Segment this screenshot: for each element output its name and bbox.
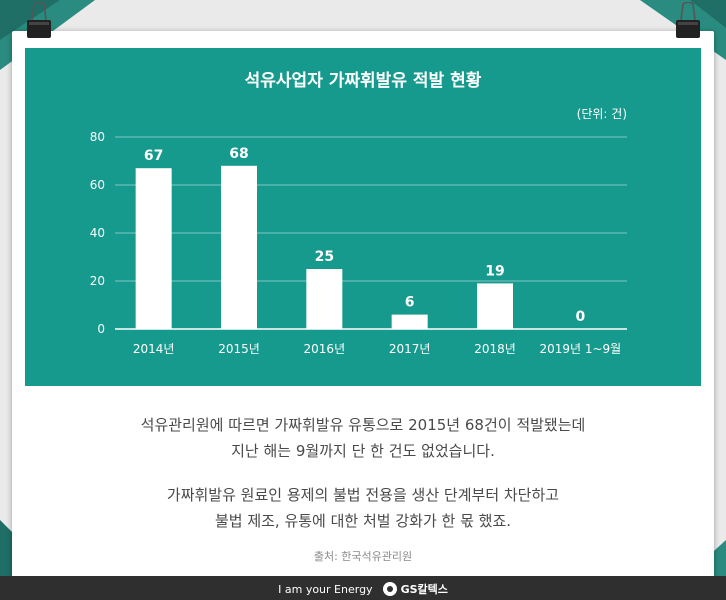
x-tick-label: 2015년 xyxy=(218,342,260,356)
gs-logo-icon xyxy=(382,582,397,596)
data-label: 19 xyxy=(485,263,504,279)
bar xyxy=(306,269,343,329)
y-tick-label: 80 xyxy=(90,130,105,144)
chart-title: 석유사업자 가짜휘발유 적발 현황 xyxy=(244,71,482,91)
footer-slogan: I am your Energy xyxy=(278,582,373,596)
paragraph-1-line-2: 지난 해는 9월까지 단 한 건도 없었습니다. xyxy=(231,442,495,460)
data-label: 68 xyxy=(229,146,248,162)
paragraph-2: 가짜휘발유 원료인 용제의 불법 전용을 생산 단계부터 차단하고 불법 제조,… xyxy=(0,482,726,534)
y-tick-label: 0 xyxy=(97,322,105,336)
binder-clip-icon xyxy=(27,2,51,38)
gs-logo: GS칼텍스 xyxy=(382,581,448,597)
x-tick-label: 2018년 xyxy=(474,342,516,356)
paragraph-1: 석유관리원에 따르면 가짜휘발유 유통으로 2015년 68건이 적발됐는데 지… xyxy=(0,412,726,464)
bar xyxy=(477,283,513,329)
data-label: 25 xyxy=(315,249,334,265)
x-tick-label: 2019년 1~9월 xyxy=(539,342,621,356)
paragraph-2-line-2: 불법 제조, 유통에 대한 처벌 강화가 한 몫 했죠. xyxy=(214,512,512,530)
chart-panel: 석유사업자 가짜휘발유 적발 현황 (단위: 건) 0 20 40 60 80 67 201… xyxy=(25,48,701,386)
footer-bar xyxy=(0,576,726,600)
binder-clip-icon xyxy=(676,2,700,38)
bar-chart: 0 20 40 60 80 67 2014년 68 2015년 25 2016년 6 2017년 19 20… xyxy=(90,130,627,356)
paragraph-2-line-1: 가짜휘발유 원료인 용제의 불법 전용을 생산 단계부터 차단하고 xyxy=(166,486,560,504)
footer-brand: GS칼텍스 xyxy=(400,583,448,596)
bar xyxy=(221,165,257,329)
x-tick-label: 2014년 xyxy=(133,342,175,356)
data-label: 6 xyxy=(405,295,415,311)
unit-label: (단위: 건) xyxy=(576,107,627,121)
data-label: 0 xyxy=(575,309,585,325)
source-note: 출처: 한국석유관리원 xyxy=(313,550,413,563)
bar xyxy=(391,314,428,329)
footer: I am your Energy GS칼텍스 xyxy=(0,578,726,600)
y-tick-label: 40 xyxy=(90,226,105,240)
x-tick-label: 2017년 xyxy=(389,342,431,356)
x-tick-label: 2016년 xyxy=(304,342,346,356)
bar xyxy=(135,168,172,329)
paragraph-1-line-1: 석유관리원에 따르면 가짜휘발유 유통으로 2015년 68건이 적발됐는데 xyxy=(140,416,586,434)
y-tick-label: 60 xyxy=(90,178,105,192)
data-label: 67 xyxy=(144,148,163,164)
y-tick-label: 20 xyxy=(90,274,105,288)
